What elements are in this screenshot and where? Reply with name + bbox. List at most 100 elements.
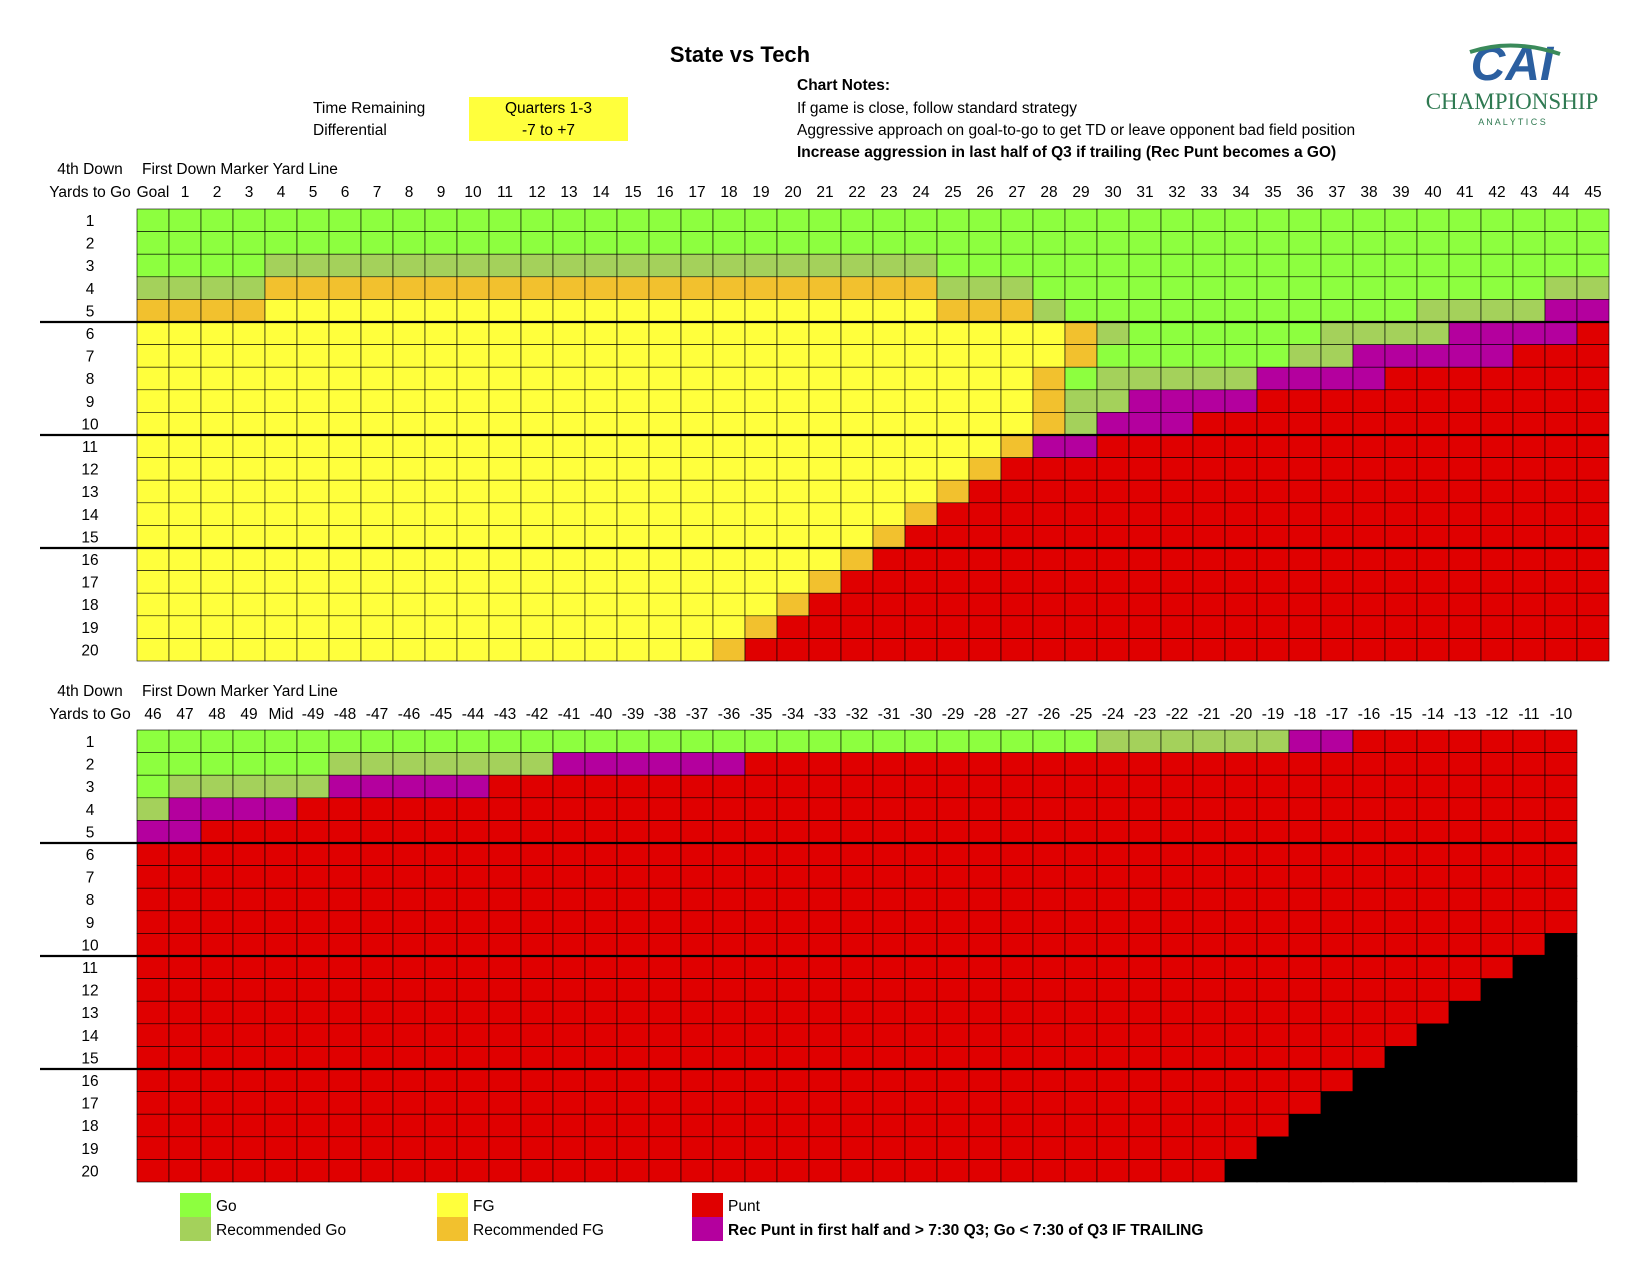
cell-RFG [1032,389,1066,413]
cell-G [1256,208,1290,232]
cell-FG [776,389,810,413]
legend-swatch-G [180,1193,211,1217]
column-label: -26 [1038,706,1060,723]
cell-P [616,865,650,889]
cell-P [296,820,330,844]
cell-P [136,865,170,889]
cell-P [776,955,810,979]
cell-P [936,570,970,594]
cell-P [520,1046,554,1070]
cell-RFG [584,276,618,300]
cell-P [1352,1046,1386,1070]
column-label: 26 [976,184,993,201]
cell-RFG [776,592,810,617]
cell-FG [552,592,586,617]
cell-FG [1000,321,1034,345]
cell-P [1512,547,1546,571]
cell-G [1448,231,1482,255]
cell-FG [904,389,938,413]
cell-P [1544,389,1578,413]
cell-P [936,910,970,934]
cell-FG [392,299,426,323]
column-label: 41 [1456,184,1473,201]
cell-G [264,231,298,255]
cell-RG [424,253,458,278]
row-label: 14 [81,1028,99,1045]
cell-FG [1000,344,1034,368]
cell-P [264,865,298,889]
cell-FG [200,366,234,391]
cell-RP [1544,299,1578,323]
cell-P [1480,412,1514,436]
cell-P [1544,752,1578,776]
cell-P [744,1091,778,1115]
column-label: 28 [1040,184,1057,201]
row-label: 10 [81,416,99,433]
cell-RG [1192,366,1226,391]
cell-FG [680,479,714,504]
cell-P [1480,592,1514,617]
cell-FG [808,434,842,458]
cell-X [1512,1046,1546,1070]
notes-heading: Chart Notes: [797,77,891,94]
cell-P [520,1159,554,1183]
cell-RFG [232,299,266,323]
note-line-2: Aggressive approach on goal-to-go to get… [797,122,1356,139]
cell-P [1064,1091,1098,1115]
row-label: 4 [86,802,95,819]
cell-P [872,752,906,776]
column-label: -48 [334,706,356,723]
cell-P [1320,389,1354,413]
cell-P [200,933,234,957]
cell-P [392,1068,426,1092]
cell-P [968,1068,1002,1092]
cell-P [1416,865,1450,889]
cell-P [968,1091,1002,1115]
cell-P [1160,1023,1194,1047]
cell-P [1288,842,1322,866]
cell-P [1160,570,1194,594]
cell-FG [296,615,330,639]
cell-P [936,638,970,662]
cell-P [584,1159,618,1183]
cell-G [1384,299,1418,323]
cell-P [552,1091,586,1115]
cell-G [1256,231,1290,255]
cell-P [1128,592,1162,617]
cell-P [1096,1068,1130,1092]
cell-FG [744,412,778,436]
cell-P [136,1023,170,1047]
cell-P [648,1068,682,1092]
cell-P [584,797,618,821]
cell-P [168,1136,202,1160]
column-label: -20 [1230,706,1253,723]
cell-P [1416,547,1450,571]
cell-FG [264,457,298,481]
cell-FG [616,389,650,413]
cell-P [360,910,394,934]
cell-P [1384,1023,1418,1047]
cell-P [1256,842,1290,866]
cell-G [1064,253,1098,278]
cell-RP [1288,366,1322,391]
cell-G [1416,231,1450,255]
cell-P [1192,752,1226,776]
cell-FG [584,638,618,662]
cell-P [232,1091,266,1115]
cell-G [584,231,618,255]
cell-FG [584,366,618,391]
row-label: 19 [81,1141,98,1158]
cell-FG [360,321,394,345]
cell-P [1416,820,1450,844]
cell-P [840,820,874,844]
column-label: Mid [269,706,294,723]
cell-P [1448,592,1482,617]
cell-FG [296,502,330,526]
cell-X [1288,1113,1322,1138]
row-label: 7 [86,349,95,366]
cell-FG [168,502,202,526]
cell-P [1448,525,1482,549]
cell-FG [328,366,362,391]
legend-swatch-RFG [437,1217,468,1241]
cell-FG [648,457,682,481]
